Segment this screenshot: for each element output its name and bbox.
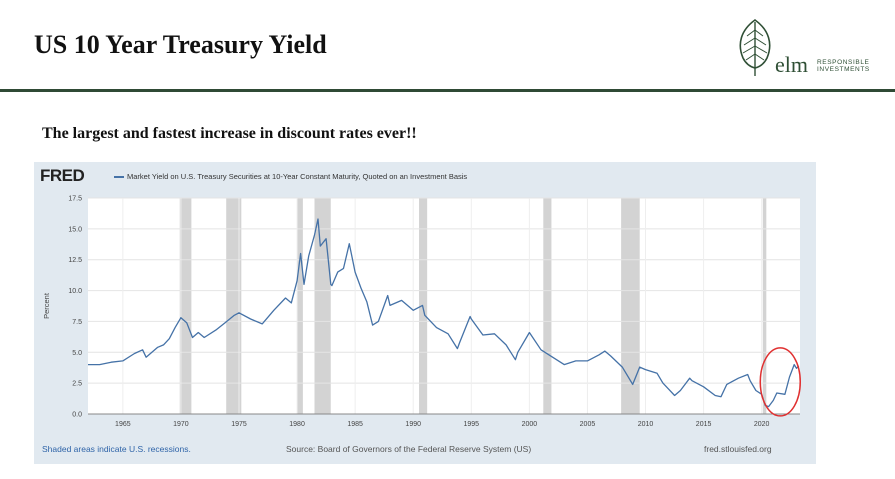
elm-logo: elm RESPONSIBLE INVESTMENTS [735, 18, 885, 78]
x-tick-label: 1970 [173, 421, 189, 428]
logo-word: elm [775, 52, 808, 77]
y-axis-label: Percent [42, 292, 51, 319]
logo-tagline: RESPONSIBLE INVESTMENTS [817, 59, 870, 73]
x-tick-label: 1985 [347, 421, 363, 428]
recession-band-3 [314, 198, 331, 414]
x-tick-label: 2010 [638, 421, 654, 428]
title-divider [0, 89, 895, 92]
recession-band-0 [179, 198, 192, 414]
fred-logo: FRED [40, 166, 85, 185]
recession-band-6 [621, 198, 640, 414]
slide-subtitle: The largest and fastest increase in disc… [42, 125, 417, 142]
series-line [88, 218, 800, 408]
y-tick-label: 2.5 [72, 381, 82, 388]
logo-tagline-line-2: INVESTMENTS [817, 66, 870, 73]
source-note: Source: Board of Governors of the Federa… [286, 444, 532, 454]
x-tick-label: 1990 [405, 421, 421, 428]
y-tick-label: 17.5 [68, 196, 82, 203]
x-tick-label: 1965 [115, 421, 131, 428]
recession-note-link[interactable]: Shaded areas indicate U.S. recessions. [42, 444, 191, 454]
plot-area [88, 198, 800, 414]
legend-label: Market Yield on U.S. Treasury Securities… [127, 172, 468, 181]
x-tick-label: 2005 [580, 421, 596, 428]
legend-swatch [114, 176, 124, 179]
recession-band-5 [543, 198, 552, 414]
recession-band-1 [226, 198, 242, 414]
fred-chart-panel: FRED Market Yield on U.S. Treasury Secur… [34, 162, 816, 464]
y-tick-label: 15.0 [68, 226, 82, 233]
recession-band-2 [297, 198, 303, 414]
x-tick-label: 1995 [464, 421, 480, 428]
y-tick-label: 0.0 [72, 412, 82, 419]
y-tick-label: 5.0 [72, 350, 82, 357]
x-tick-label: 2015 [696, 421, 712, 428]
y-tick-label: 10.0 [68, 288, 82, 295]
leaf-icon [739, 19, 771, 76]
recession-band-7 [762, 198, 767, 414]
x-tick-label: 1980 [289, 421, 305, 428]
logo-tagline-line-1: RESPONSIBLE [817, 59, 870, 66]
x-tick-label: 2000 [522, 421, 538, 428]
x-tick-label: 1975 [231, 421, 247, 428]
fred-url[interactable]: fred.stlouisfed.org [704, 444, 772, 454]
slide-title: US 10 Year Treasury Yield [34, 30, 327, 59]
y-tick-label: 12.5 [68, 257, 82, 264]
y-tick-label: 7.5 [72, 319, 82, 326]
yield-chart: 0.0 2.5 5.0 7.5 10.0 12.5 15.0 17.5 1965 1970 1975… [42, 196, 802, 428]
x-tick-label: 2020 [754, 421, 770, 428]
highlight-circle [759, 347, 802, 417]
chart-legend: Market Yield on U.S. Treasury Securities… [114, 172, 467, 181]
